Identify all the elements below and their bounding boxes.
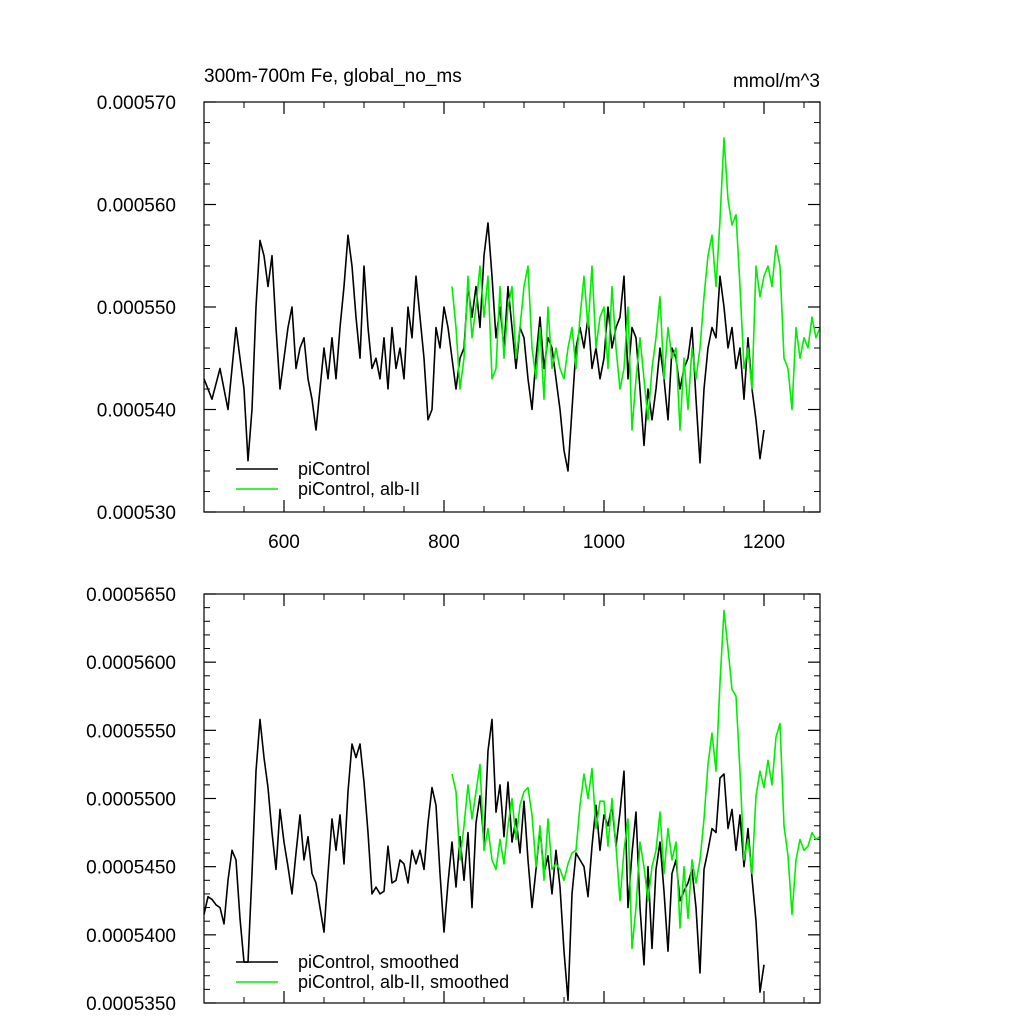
legend-label: piControl <box>298 459 370 479</box>
y-tick-labels: 0.0005350 0.0005400 0.0005450 0.0005500 0.00… <box>86 585 176 1015</box>
y-tick-label: 0.0005500 <box>86 790 176 811</box>
series-line-alb-ii <box>451 137 821 431</box>
y-tick-label: 0.0005600 <box>86 653 176 674</box>
x-tick-label: 1000 <box>583 532 625 553</box>
legend-label: piControl, alb-II, smoothed <box>298 972 509 992</box>
x-tick-label: 800 <box>428 532 460 553</box>
panel-title: 300m-700m Fe, global_no_ms <box>204 66 462 87</box>
x-tick-label: 1200 <box>743 532 785 553</box>
y-tick-label: 0.0005650 <box>86 585 176 606</box>
axis-ticks <box>203 101 820 513</box>
x-tick-labels: 600 800 1000 1200 <box>268 532 785 553</box>
y-tick-label: 0.0005350 <box>86 994 176 1015</box>
series-line-alb-ii <box>451 609 821 950</box>
legend-label: piControl, alb-II <box>298 479 420 499</box>
top-panel: 300m-700m Fe, global_no_ms mmol/m^3 600 8… <box>97 66 821 553</box>
plot-frame <box>203 101 821 513</box>
y-tick-label: 0.0005400 <box>86 926 176 947</box>
y-tick-label: 0.0005450 <box>86 858 176 879</box>
series-line-picontrol <box>203 718 765 1002</box>
plot-frame <box>203 593 821 1004</box>
y-tick-label: 0.0005550 <box>86 721 176 742</box>
units-label: mmol/m^3 <box>733 71 820 92</box>
y-tick-label: 0.000540 <box>97 401 176 422</box>
series-line-picontrol <box>203 222 765 472</box>
x-tick-label: 600 <box>268 532 300 553</box>
y-tick-labels: 0.000530 0.000540 0.000550 0.000560 0.000570 <box>97 93 176 524</box>
y-tick-label: 0.000560 <box>97 196 176 217</box>
y-tick-label: 0.000550 <box>97 298 176 319</box>
bottom-panel: 0.0005350 0.0005400 0.0005450 0.0005500 0.00… <box>86 585 821 1015</box>
legend-label: piControl, smoothed <box>298 952 459 972</box>
axis-ticks <box>203 593 820 1004</box>
y-tick-label: 0.000530 <box>97 503 176 524</box>
series-group <box>203 609 821 1002</box>
series-group <box>203 137 821 472</box>
y-tick-label: 0.000570 <box>97 93 176 114</box>
